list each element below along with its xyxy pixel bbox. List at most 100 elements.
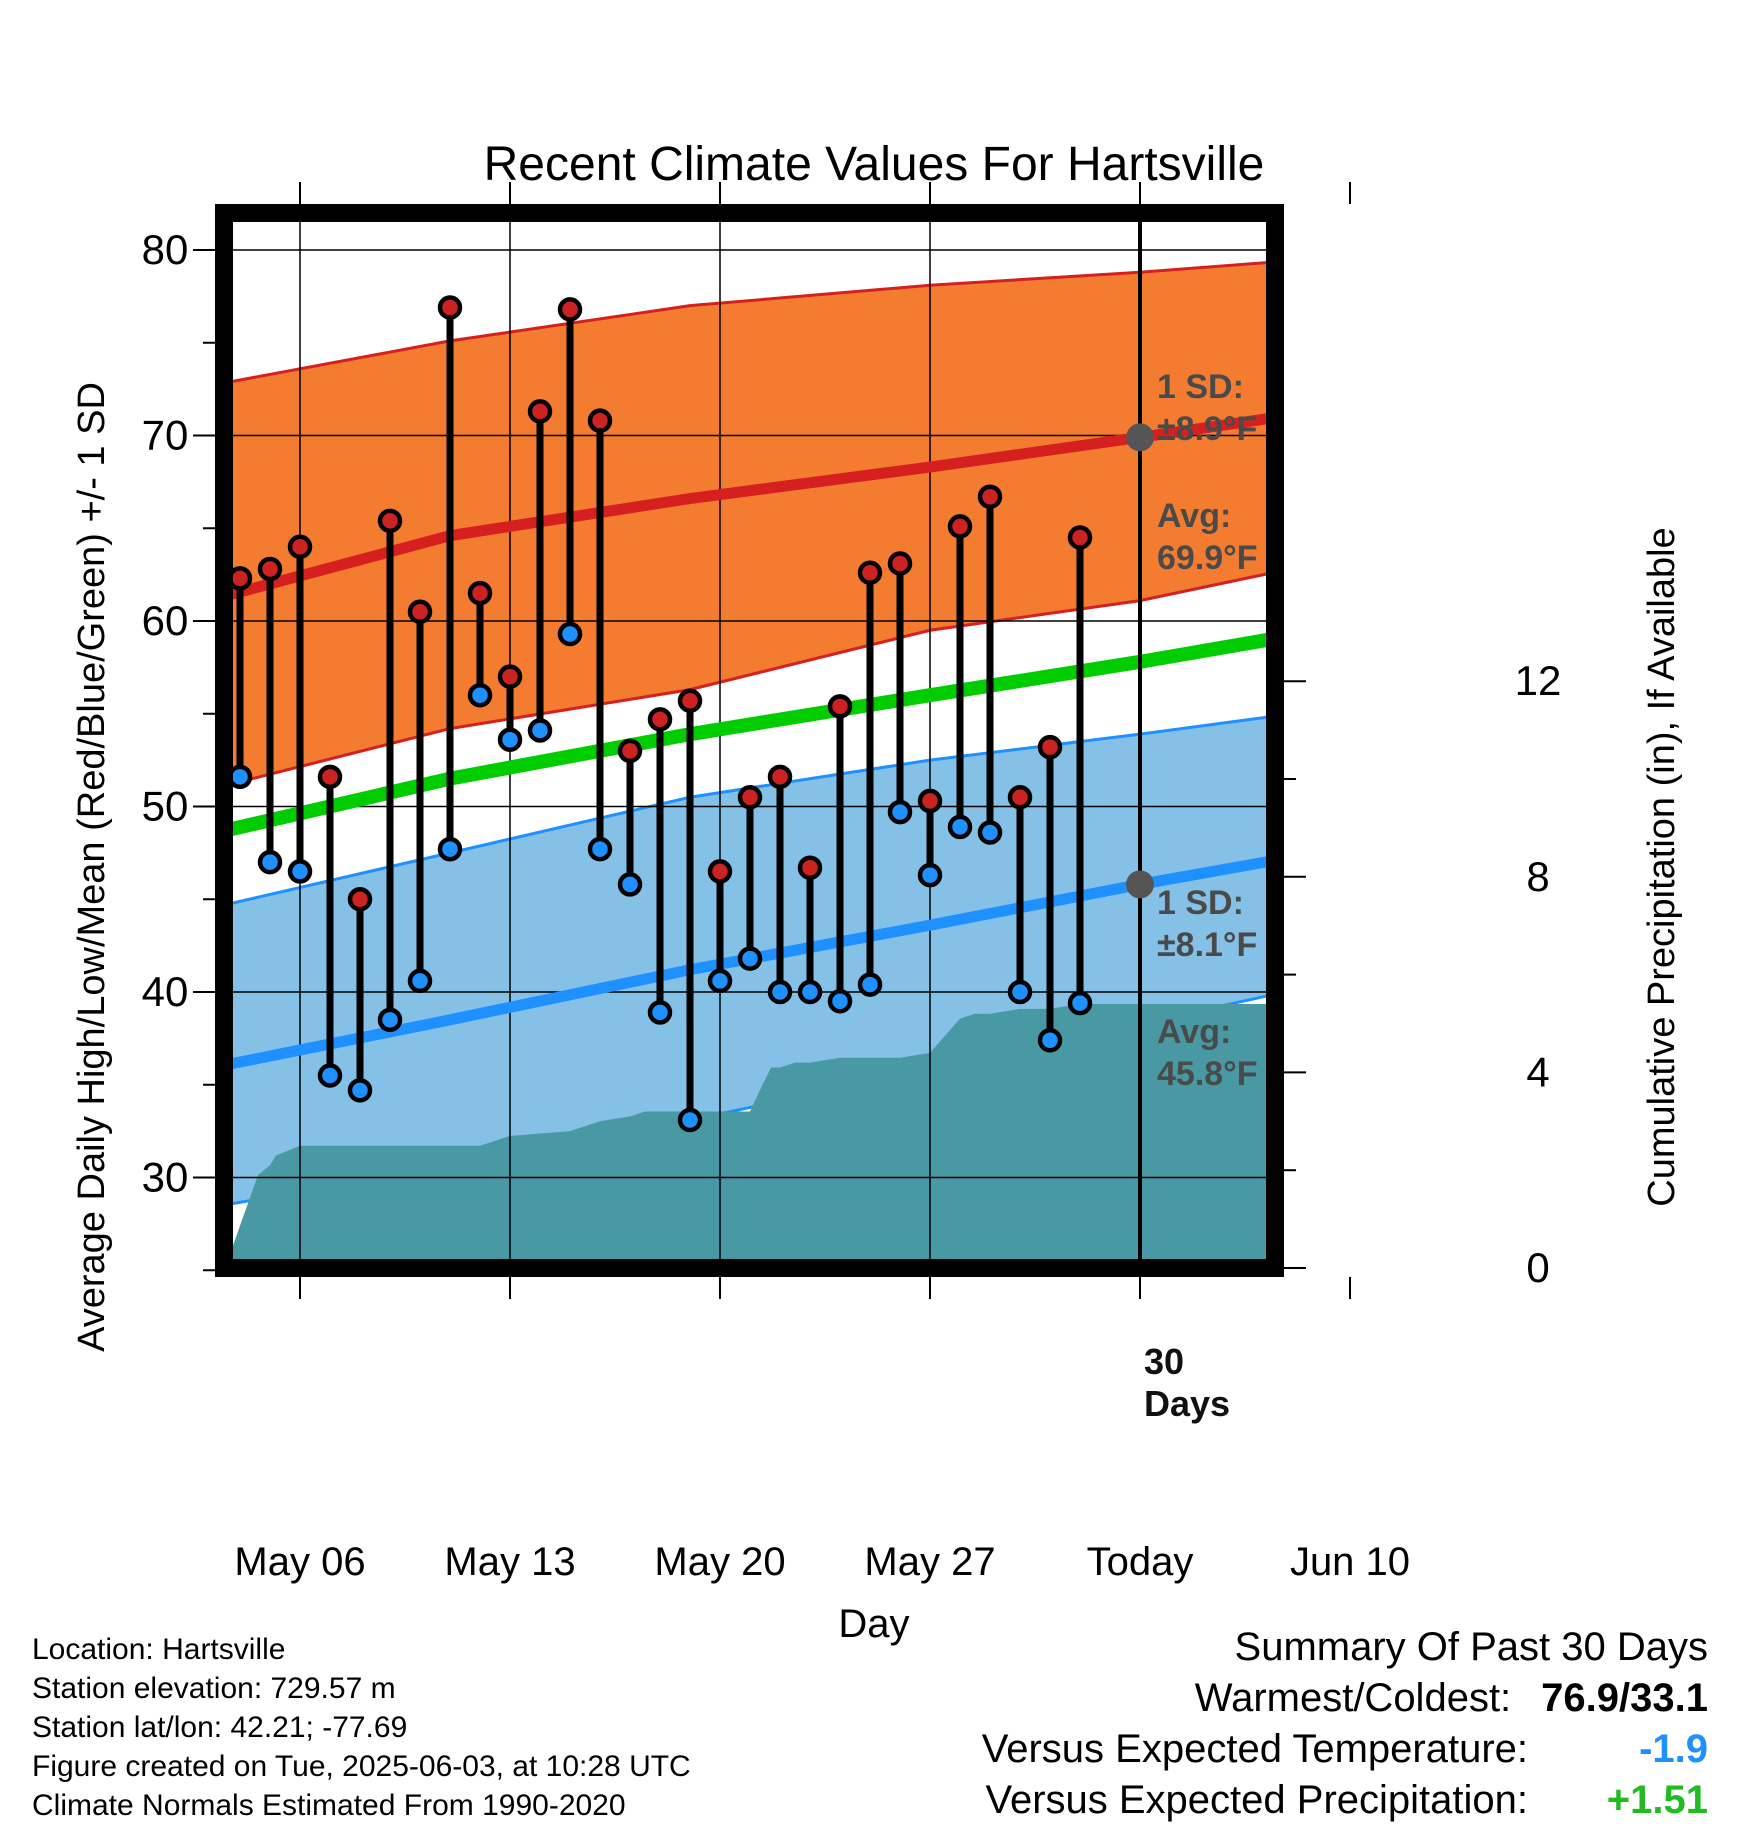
y2-tick-label: 12 [1515, 657, 1562, 704]
y2-tick-label: 8 [1526, 853, 1549, 900]
chart-title: Recent Climate Values For Hartsville [484, 138, 1265, 191]
low-sd-value: ±8.1°F [1157, 926, 1257, 964]
low-sd-label: 1 SD: [1157, 884, 1244, 922]
plot-area: 1 SD: ±8.9°F Avg: 69.9°F 1 SD: ±8.1°F Avg: 45.8… [142, 182, 1562, 1584]
daily-low-point [707, 968, 733, 994]
daily-high-point [1067, 525, 1093, 550]
days-count-label: Days [1144, 1383, 1230, 1424]
normals-text: Climate Normals Estimated From 1990-2020 [32, 1789, 626, 1822]
daily-low-point [497, 727, 523, 752]
high-sd-label: 1 SD: [1157, 368, 1244, 406]
daily-high-point [677, 688, 703, 714]
high-upper-line [224, 260, 1275, 385]
daily-high-point [317, 764, 343, 790]
daily-low-point [1037, 1027, 1063, 1053]
high-lower-line [224, 570, 1275, 788]
warm-cold-value: 76.9/33.1 [1541, 1676, 1708, 1720]
high-normal-line [224, 412, 1275, 602]
daily-high-point [347, 887, 373, 912]
summary-precip: Versus Expected Precipitation: +1.51 [982, 1775, 1708, 1826]
warm-cold-label: Warmest/Coldest: [1194, 1676, 1512, 1720]
daily-high-point [1007, 784, 1033, 810]
x-tick-label: Jun 10 [1290, 1540, 1410, 1584]
y-tick-label: 80 [142, 226, 189, 273]
location-text: Location: Hartsville [32, 1633, 286, 1666]
plot-frame [215, 204, 1284, 1277]
temp-label: Versus Expected Temperature: [981, 1727, 1528, 1771]
daily-high-point [737, 784, 763, 810]
x-tick-label: May 20 [654, 1540, 785, 1584]
low-avg-label: Avg: [1157, 1013, 1231, 1051]
daily-high-point [647, 707, 673, 732]
daily-low-point [467, 682, 493, 708]
daily-high-point [527, 399, 553, 424]
y-tick-label: 60 [142, 597, 189, 644]
days-count-value: 30 [1144, 1341, 1184, 1382]
x-tick-label: May 13 [444, 1540, 575, 1584]
daily-low-point [347, 1078, 373, 1103]
daily-low-point [737, 946, 763, 971]
x-tick-label: Today [1087, 1540, 1194, 1584]
daily-high-point [557, 297, 583, 322]
daily-high-point [257, 556, 283, 582]
summary-warm-cold: Warmest/Coldest: 76.9/33.1 [982, 1673, 1708, 1724]
daily-low-point [437, 836, 463, 862]
daily-low-point [857, 972, 883, 997]
summary-temp: Versus Expected Temperature: -1.9 [982, 1724, 1708, 1775]
daily-high-point [1037, 734, 1063, 760]
today-low-normal-marker [1126, 870, 1154, 899]
low-upper-line [224, 714, 1275, 907]
x-tick-label: May 27 [864, 1540, 995, 1584]
high-sd-value: ±8.9°F [1157, 410, 1257, 448]
y2-tick-label: 0 [1526, 1244, 1549, 1291]
daily-low-point [887, 799, 913, 825]
daily-low-point [587, 836, 613, 862]
y-axis-label: Average Daily High/Low/Mean (Red/Blue/Gr… [71, 382, 113, 1352]
high-sd-band [224, 261, 1275, 786]
daily-high-point [767, 764, 793, 790]
daily-high-point [827, 694, 853, 719]
daily-high-point [947, 514, 973, 539]
daily-high-point [887, 551, 913, 576]
created-text: Figure created on Tue, 2025-06-03, at 10… [32, 1750, 691, 1783]
today-high-normal-marker [1126, 423, 1154, 452]
latlon-text: Station lat/lon: 42.21; -77.69 [32, 1711, 408, 1744]
y-tick-label: 50 [142, 783, 189, 830]
daily-low-point [1007, 979, 1033, 1005]
station-info: Location: Hartsville Station elevation: … [32, 1630, 691, 1825]
temp-value: -1.9 [1639, 1727, 1708, 1771]
daily-high-point [287, 534, 313, 560]
daily-low-point [257, 849, 283, 875]
daily-low-point [527, 718, 553, 743]
daily-low-point [677, 1107, 703, 1133]
mean-normal-line [224, 631, 1275, 839]
elevation-text: Station elevation: 729.57 m [32, 1672, 396, 1705]
summary-panel: Summary Of Past 30 Days Warmest/Coldest:… [982, 1622, 1708, 1826]
y-tick-label: 40 [142, 968, 189, 1015]
daily-low-point [767, 979, 793, 1005]
daily-low-point [287, 859, 313, 884]
daily-low-point [377, 1007, 403, 1033]
daily-low-point [827, 989, 853, 1014]
daily-low-point [797, 979, 823, 1005]
daily-low-point [977, 820, 1003, 845]
daily-high-point [377, 508, 403, 534]
x-tick-label: May 06 [234, 1540, 365, 1584]
low-avg-value: 45.8°F [1157, 1055, 1258, 1093]
daily-low-point [917, 862, 943, 888]
high-avg-value: 69.9°F [1157, 539, 1258, 577]
y-tick-label: 30 [142, 1154, 189, 1201]
daily-high-point [707, 859, 733, 884]
summary-title: Summary Of Past 30 Days [1234, 1625, 1708, 1669]
high-avg-label: Avg: [1157, 497, 1231, 535]
daily-high-point [617, 738, 643, 764]
daily-high-point [437, 295, 463, 320]
daily-high-point [467, 580, 493, 606]
daily-low-point [557, 621, 583, 647]
daily-low-point [407, 968, 433, 994]
precip-area [225, 1003, 1275, 1268]
daily-low-point [647, 1000, 673, 1025]
daily-low-point [1067, 990, 1093, 1016]
daily-high-point [797, 855, 823, 880]
